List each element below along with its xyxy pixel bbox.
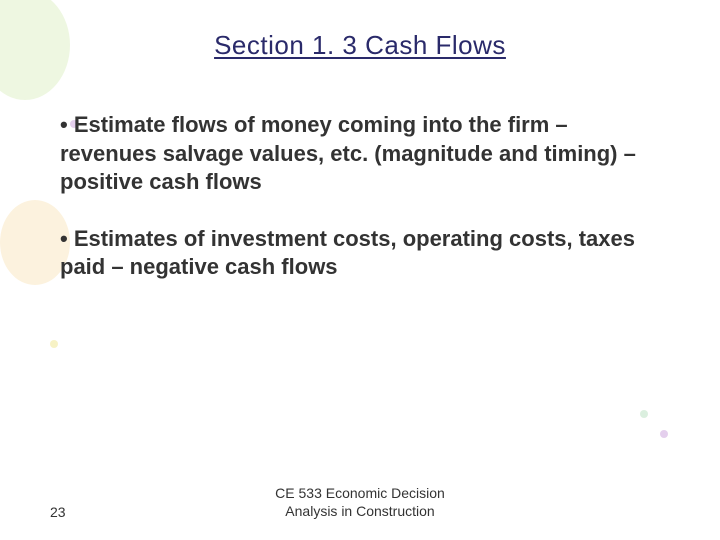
- slide-container: Section 1. 3 Cash Flows • Estimate flows…: [0, 0, 720, 540]
- slide-body: • Estimate flows of money coming into th…: [50, 111, 670, 470]
- page-number: 23: [50, 504, 110, 520]
- footer-line-2: Analysis in Construction: [285, 503, 434, 519]
- slide-footer: 23 CE 533 Economic Decision Analysis in …: [50, 470, 670, 520]
- bullet-item: • Estimates of investment costs, operati…: [60, 225, 660, 282]
- slide-title: Section 1. 3 Cash Flows: [50, 30, 670, 61]
- footer-text: CE 533 Economic Decision Analysis in Con…: [110, 485, 610, 520]
- bullet-item: • Estimate flows of money coming into th…: [60, 111, 660, 197]
- footer-line-1: CE 533 Economic Decision: [275, 485, 445, 501]
